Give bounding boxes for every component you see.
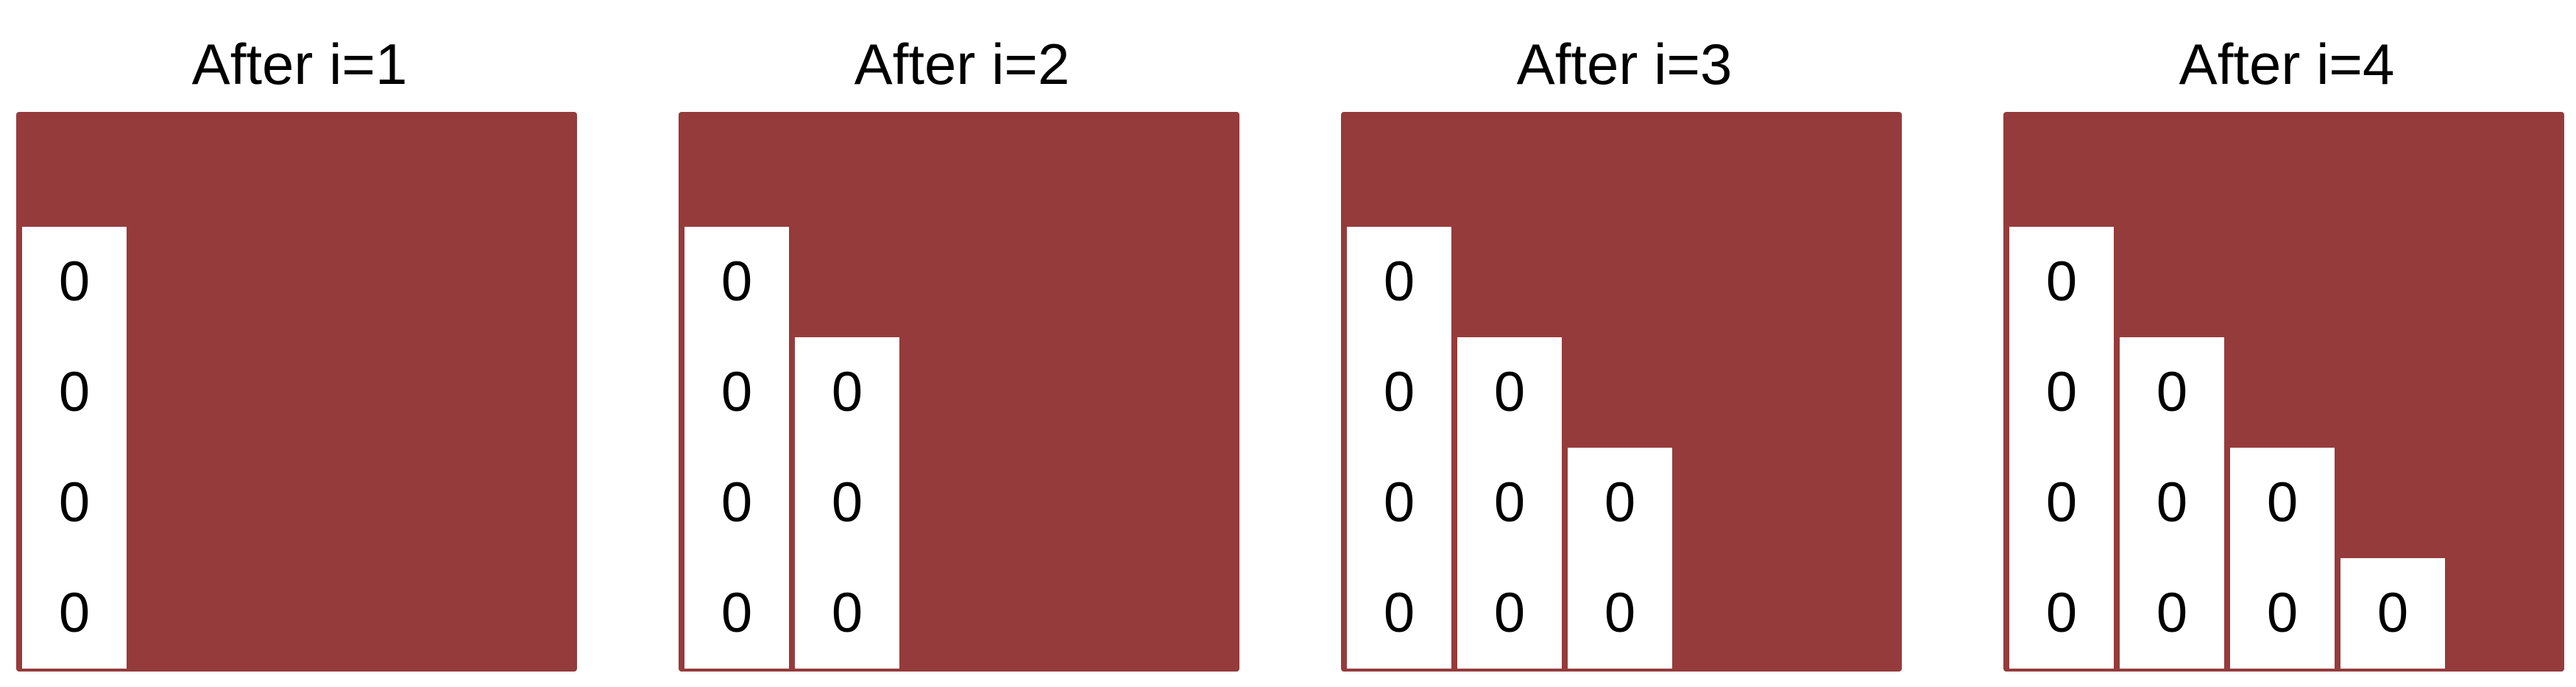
matrix-cell: 0 (2156, 582, 2188, 644)
matrix-cell: 0 (721, 361, 753, 423)
matrix-cell: 0 (1604, 582, 1636, 644)
matrix-cell: 0 (831, 582, 863, 644)
zero-column: 0 0 0 (2120, 337, 2224, 669)
zero-column: 0 (2340, 558, 2445, 669)
zero-column: 0 0 0 0 (2009, 227, 2114, 669)
matrix-cell: 0 (831, 471, 863, 534)
matrix-cell: 0 (58, 582, 91, 644)
zero-column: 0 0 0 0 (684, 227, 789, 669)
panel-2: After i=2 0 0 0 0 0 0 0 (679, 0, 1245, 687)
matrix-cell: 0 (2266, 471, 2299, 534)
matrix-cell: 0 (1383, 471, 1415, 534)
matrix-cell: 0 (1383, 250, 1415, 313)
matrix-cell: 0 (58, 471, 91, 534)
panel-title: After i=1 (191, 32, 408, 96)
panel-title: After i=2 (854, 32, 1070, 96)
matrix-cell: 0 (2045, 250, 2078, 313)
matrix-cell: 0 (58, 250, 91, 313)
matrix-cell: 0 (2156, 361, 2188, 423)
matrix-cell: 0 (1493, 361, 1526, 423)
matrix-cell: 0 (1383, 361, 1415, 423)
matrix-cell: 0 (2156, 471, 2188, 534)
panel-1: After i=1 0 0 0 0 (16, 0, 583, 687)
matrix-block: 0 0 0 0 0 0 0 (679, 112, 1239, 672)
zero-column: 0 0 0 0 (22, 227, 127, 669)
matrix-cell: 0 (1383, 582, 1415, 644)
matrix-cell: 0 (831, 361, 863, 423)
matrix-block: 0 0 0 0 (16, 112, 577, 672)
matrix-cell: 0 (1493, 471, 1526, 534)
matrix-cell: 0 (2377, 582, 2409, 644)
matrix-cell: 0 (1604, 471, 1636, 534)
zero-column: 0 0 0 (795, 337, 899, 669)
panel-4: After i=4 0 0 0 0 0 0 0 0 0 0 (2003, 0, 2570, 687)
matrix-cell: 0 (2266, 582, 2299, 644)
zero-column: 0 0 0 (1457, 337, 1562, 669)
matrix-cell: 0 (2045, 582, 2078, 644)
zero-column: 0 0 0 0 (1347, 227, 1451, 669)
matrix-cell: 0 (721, 471, 753, 534)
matrix-cell: 0 (2045, 361, 2078, 423)
panel-3: After i=3 0 0 0 0 0 0 0 0 0 (1341, 0, 1908, 687)
matrix-cell: 0 (721, 250, 753, 313)
matrix-cell: 0 (721, 582, 753, 644)
matrix-cell: 0 (1493, 582, 1526, 644)
matrix-cell: 0 (58, 361, 91, 423)
matrix-cell: 0 (2045, 471, 2078, 534)
panel-title: After i=4 (2179, 32, 2395, 96)
panel-title: After i=3 (1516, 32, 1733, 96)
